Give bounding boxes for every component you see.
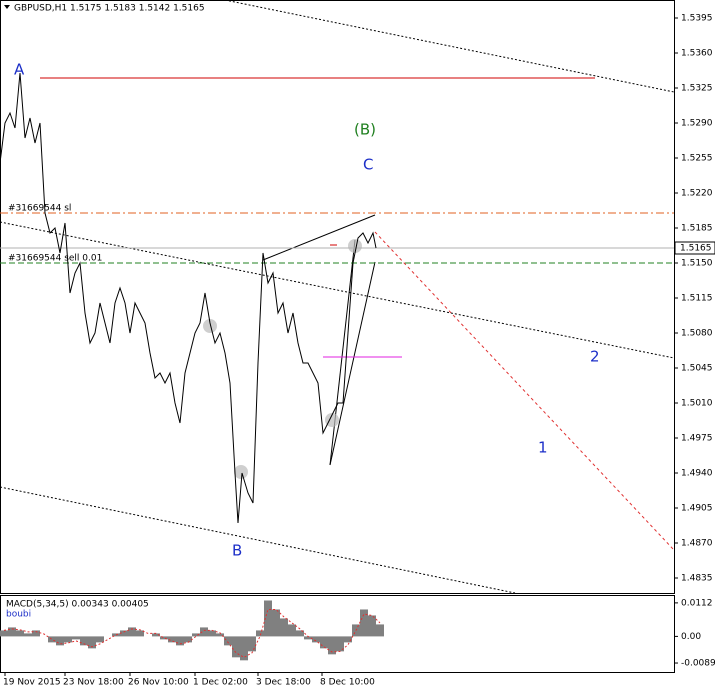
x-tick-label: 26 Nov 10:00: [128, 678, 189, 688]
macd-bar: [64, 636, 72, 643]
x-tick-label: 1 Dec 02:00: [193, 678, 248, 688]
macd-bar: [16, 630, 24, 637]
macd-bar: [280, 618, 288, 637]
y-tick-label: 0.0112: [681, 598, 713, 608]
macd-bar: [288, 624, 296, 637]
macd-bar: [208, 630, 216, 637]
macd-bar: [256, 630, 264, 637]
macd-bar: [240, 636, 248, 661]
y-tick-label: 1.4940: [681, 469, 713, 479]
chart-title: GBPUSD,H1 1.5175 1.5183 1.5142 1.5165: [14, 4, 205, 14]
wave-label: (B): [354, 121, 376, 139]
macd-bar: [248, 636, 256, 652]
macd-bar: [176, 636, 184, 646]
macd-bar: [320, 636, 328, 649]
macd-bar: [96, 636, 104, 643]
macd-bar: [48, 636, 56, 643]
pivots: [203, 239, 362, 479]
y-tick-label: 0.00: [681, 632, 701, 642]
macd-bar: [136, 630, 144, 637]
wave-label: B: [232, 542, 242, 560]
macd-bar: [88, 636, 96, 649]
projection: [374, 231, 675, 551]
y-tick-label: 1.4835: [681, 574, 713, 584]
wave-label: 2: [590, 348, 600, 366]
y-tick-label: 1.4975: [681, 434, 713, 444]
macd-bar: [56, 636, 64, 646]
y-tick-label: 1.5220: [681, 189, 713, 199]
macd-bar: [304, 636, 312, 640]
wave-label: A: [14, 61, 25, 79]
macd-bar: [336, 636, 344, 652]
macd-bar: [224, 636, 232, 646]
price-line: [0, 72, 377, 524]
x-tick-label: 23 Nov 18:00: [63, 678, 124, 688]
macd-bar: [8, 627, 16, 637]
y-tick-label: 1.5045: [681, 364, 713, 374]
macd-bar: [360, 609, 368, 637]
x-tick-label: 8 Dec 10:00: [320, 678, 375, 688]
y-tick-label: -0.0089: [681, 659, 715, 669]
macd-bar: [232, 636, 240, 658]
x-tick-label: 19 Nov 2015: [3, 678, 61, 688]
main-frame: [0, 0, 675, 594]
macd-subtitle: boubi: [6, 610, 31, 620]
wave-label: 1: [538, 439, 548, 457]
wave-label: C: [363, 156, 373, 174]
macd-bar: [112, 633, 120, 637]
level-label: #31669544 sl: [8, 204, 71, 214]
macd-bar: [312, 636, 320, 643]
signal-line: [3, 608, 381, 658]
macd-bar: [344, 636, 352, 643]
y-tick-label: 1.5115: [681, 294, 713, 304]
y-tick-label: 1.4870: [681, 539, 713, 549]
last-price: 1.5165: [680, 244, 712, 254]
macd-bar: [216, 633, 224, 637]
x-tick-label: 3 Dec 18:00: [256, 678, 311, 688]
macd-bar: [72, 636, 80, 640]
macd-bar: [32, 630, 40, 637]
macd-bar: [168, 636, 176, 643]
macd-bar: [184, 636, 192, 643]
y-tick-label: 1.5150: [681, 259, 713, 269]
macd-bar: [152, 633, 160, 637]
macd-title: MACD(5,34,5) 0.00343 0.00405: [6, 600, 149, 610]
macd-bar: [368, 615, 376, 637]
y-tick-label: 1.5360: [681, 49, 713, 59]
y-tick-label: 1.4905: [681, 504, 713, 514]
channels: [0, 0, 675, 594]
menu-icon[interactable]: [4, 5, 10, 9]
y-tick-label: 1.5185: [681, 224, 713, 234]
macd-bar: [272, 609, 280, 637]
macd-bar: [128, 627, 136, 637]
macd-bar: [296, 630, 304, 637]
macd-bar: [0, 630, 8, 637]
y-tick-label: 1.5080: [681, 329, 713, 339]
y-tick-label: 1.5290: [681, 119, 713, 129]
macd-bar: [376, 624, 384, 637]
macd-bar: [24, 633, 32, 637]
y-tick-label: 1.5325: [681, 84, 713, 94]
y-tick-label: 1.5395: [681, 14, 713, 24]
wedge: [262, 214, 376, 466]
macd-bar: [328, 636, 336, 655]
macd-bar: [200, 627, 208, 637]
level-label: #31669544 sell 0.01: [8, 254, 102, 264]
last-price-box: [674, 241, 715, 255]
macd-bar: [160, 636, 168, 640]
macd-bar: [192, 633, 200, 637]
y-tick-label: 1.5010: [681, 399, 713, 409]
macd-bar: [120, 630, 128, 637]
y-tick-label: 1.5255: [681, 154, 713, 164]
macd-bar: [80, 636, 88, 646]
macd-bar: [264, 600, 272, 637]
